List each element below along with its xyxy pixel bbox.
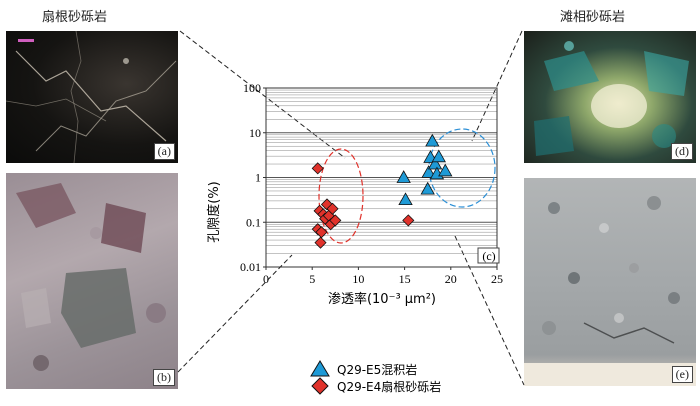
plot-points (311, 133, 453, 249)
y-tick-label: 1 (255, 171, 261, 185)
x-axis-label: 渗透率(10⁻³ μm²) (328, 291, 436, 307)
panel-label-b: (b) (153, 369, 175, 386)
data-point-triangle (421, 165, 436, 178)
legend-triangle-marker (310, 360, 330, 377)
x-tick-label: 20 (445, 272, 457, 286)
y-tick-label: 0.01 (240, 260, 261, 274)
plot-tick-labels: 0.01 0.1 1 10 100 0 5 10 15 20 25 (240, 81, 503, 286)
legend: Q29-E5混积岩 Q29-E4扇根砂砾岩 (310, 360, 441, 395)
photo-b-texture (16, 183, 166, 371)
x-tick-label: 0 (263, 272, 269, 286)
ellipse-fan-root-cluster (318, 148, 364, 244)
x-tick-label: 5 (309, 272, 315, 286)
photo-thin-section-a: (a) (6, 31, 178, 163)
legend-diamond-marker (311, 377, 329, 395)
x-tick-label: 25 (491, 272, 503, 286)
data-point-triangle (396, 170, 411, 183)
photo-title-right: 滩相砂砾岩 (560, 10, 626, 25)
y-axis-label: 孔隙度(%) (206, 181, 222, 243)
connector-b-bottom (177, 254, 293, 373)
connector-a-top (179, 30, 346, 159)
data-point-diamond (315, 226, 328, 239)
legend-label-fan-root: Q29-E4扇根砂砾岩 (337, 379, 441, 394)
panel-label-e: (e) (671, 366, 693, 383)
connector-lines (177, 30, 525, 386)
photo-d-texture (534, 41, 689, 156)
legend-label-mixed-rock: Q29-E5混积岩 (337, 362, 417, 377)
data-point-diamond (329, 214, 342, 227)
photo-a-texture (6, 31, 177, 163)
connector-e-bottom (454, 235, 525, 386)
data-point-triangle (420, 181, 435, 195)
panel-label-a: (a) (153, 143, 175, 160)
photo-thin-section-d: (d) (524, 31, 696, 163)
y-tick-label: 0.1 (246, 215, 261, 229)
data-point-triangle (427, 156, 443, 170)
y-tick-label: 10 (249, 126, 261, 140)
photo-e-texture (524, 196, 696, 386)
data-point-triangle (438, 163, 453, 177)
data-point-diamond (314, 236, 327, 249)
photo-core-e: (e) (524, 178, 696, 386)
data-point-triangle (425, 133, 440, 147)
panel-label-c-box (477, 247, 500, 264)
y-tick-label: 100 (243, 81, 261, 95)
x-tick-label: 10 (352, 272, 364, 286)
data-point-diamond (326, 202, 339, 215)
x-tick-label: 15 (399, 272, 411, 286)
data-point-diamond (311, 162, 324, 175)
data-point-triangle (398, 192, 413, 206)
connector-d-top (471, 30, 523, 142)
photo-core-b: (b) (6, 173, 178, 389)
plot-gridlines (266, 89, 497, 268)
panel-label-d: (d) (671, 143, 693, 160)
panel-label-c: (c) (482, 249, 495, 263)
data-point-diamond (402, 214, 415, 227)
photo-title-left: 扇根砂砾岩 (42, 10, 108, 25)
data-point-triangle (431, 149, 446, 163)
